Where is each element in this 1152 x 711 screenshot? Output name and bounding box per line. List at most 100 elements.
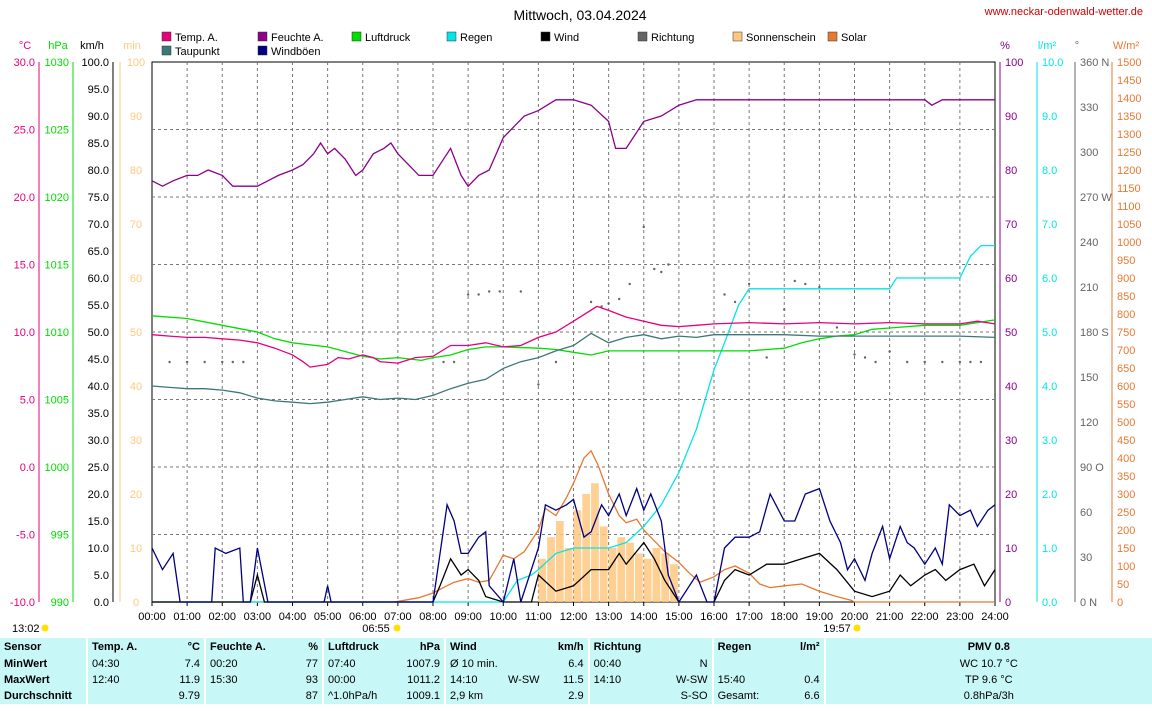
solar-tick-label: 1350 [1117, 111, 1141, 123]
cell: W-SW [653, 672, 713, 688]
moonrise-time: 13:02 [12, 623, 40, 635]
wind-tick-label: 80.0 [88, 165, 109, 177]
wind-tick-label: 95.0 [88, 84, 109, 96]
axes: 00:00 01:00 02:00 03:00 04:00 05:00 06:00 07:00… [10, 40, 1142, 623]
solar-tick-label: 750 [1117, 327, 1135, 339]
direction-point [442, 360, 445, 364]
cell: 15:40 [711, 672, 782, 688]
direction-point [653, 267, 656, 271]
cell: 04:30 [86, 656, 166, 672]
direction-point [452, 360, 456, 364]
humidity-axis-unit: % [1000, 40, 1010, 52]
sunrise-time: 06:55 [362, 623, 390, 635]
legend-label-rain: Regen [460, 32, 492, 44]
x-tick-label: 21:00 [876, 611, 904, 623]
x-tick-label: 16:00 [700, 611, 728, 623]
legend-label-dewpoint: Taupunkt [175, 46, 220, 58]
direction-tick-label: 270 W [1080, 192, 1112, 204]
solar-tick-label: 1150 [1117, 183, 1141, 195]
temp-tick-label: 25.0 [14, 125, 35, 137]
x-tick-label: 23:00 [946, 611, 974, 623]
sunshine-bar [564, 548, 573, 602]
pressure-tick-label: 1005 [45, 395, 69, 407]
direction-tick-label: 120 [1080, 417, 1098, 429]
cell: 11.9 [166, 672, 205, 688]
legend-swatch-direction [637, 31, 648, 42]
cell [504, 688, 544, 704]
col-wind: Wind [444, 638, 504, 656]
solar-tick-label: 700 [1117, 345, 1135, 357]
sunshine-bar [555, 521, 564, 602]
direction-point [185, 360, 189, 364]
direction-point [733, 300, 737, 304]
pressure-tick-label: 1020 [45, 192, 69, 204]
row-label: MaxWert [0, 672, 87, 688]
cell: Ø 10 min. [444, 656, 504, 672]
cell: ^1.0hPa/h [322, 688, 392, 704]
col-hum: Feuchte A. [204, 638, 284, 656]
solar-tick-label: 650 [1117, 363, 1135, 375]
temp-tick-label: -5.0 [16, 530, 35, 542]
cell: 1007.9 [392, 656, 445, 672]
humidity-tick-label: 80 [1005, 165, 1017, 177]
solar-tick-label: 200 [1117, 525, 1135, 537]
cell: 6.6 [781, 688, 825, 704]
sunshine-tick-label: 30 [130, 435, 142, 447]
cell: 11.5 [543, 672, 589, 688]
sunshine-tick-label: 10 [130, 543, 142, 555]
solar-tick-label: 250 [1117, 507, 1135, 519]
grid [151, 61, 996, 603]
solar-tick-label: 600 [1117, 381, 1135, 393]
direction-point [642, 225, 645, 229]
temp-tick-label: 5.0 [20, 395, 35, 407]
direction-point [203, 360, 206, 364]
stats-header-row: Sensor Temp. A. °C Feuchte A. % Luftdruc… [0, 638, 1152, 656]
pressure-tick-label: 1000 [45, 462, 69, 474]
direction-tick-label: 150 [1080, 372, 1098, 384]
rain-tick-label: 1.0 [1042, 543, 1057, 555]
solar-tick-label: 100 [1117, 561, 1135, 573]
rain-tick-label: 6.0 [1042, 273, 1057, 285]
pressure-axis-unit: hPa [48, 40, 68, 52]
rain-tick-label: 2.0 [1042, 489, 1057, 501]
rain-tick-label: 7.0 [1042, 219, 1057, 231]
legend: Temp. A. Taupunkt Feuchte A. Windböen Luftdr… [161, 31, 867, 58]
cell [204, 688, 284, 704]
sunshine-axis-unit: min [123, 40, 141, 52]
sunshine-bar [670, 564, 678, 602]
legend-label-wind: Wind [554, 32, 579, 44]
sunshine-tick-label: 90 [130, 111, 142, 123]
cell: 9.79 [166, 688, 205, 704]
stats-row-min: MinWert 04:30 7.4 00:20 77 07:40 1007.9 … [0, 656, 1152, 672]
direction-tick-label: 330 [1080, 102, 1098, 114]
wind-axis-unit: km/h [80, 40, 104, 52]
direction-point [231, 360, 234, 364]
solar-tick-label: 1400 [1117, 93, 1141, 105]
sunshine-bar [652, 548, 661, 602]
legend-label-sunshine: Sonnenschein [746, 32, 816, 44]
site-link[interactable]: www.neckar-odenwald-wetter.de [984, 6, 1143, 18]
sunshine-tick-label: 100 [127, 57, 145, 69]
cell: 0.8hPa/3h [823, 688, 1152, 704]
wind-tick-label: 50.0 [88, 327, 109, 339]
x-tick-label: 03:00 [244, 611, 272, 623]
wind-tick-label: 65.0 [88, 246, 109, 258]
direction-point [804, 282, 807, 286]
temp-tick-label: 30.0 [14, 57, 35, 69]
legend-swatch-dewpoint [161, 45, 172, 56]
solar-tick-label: 950 [1117, 255, 1135, 267]
sunshine-tick-label: 0 [133, 597, 139, 609]
col-temp-unit: °C [166, 638, 205, 656]
cell: 6.4 [543, 656, 589, 672]
humidity-tick-label: 100 [1005, 57, 1023, 69]
wind-tick-label: 25.0 [88, 462, 109, 474]
pressure-tick-label: 1025 [45, 125, 69, 137]
direction-point [888, 350, 891, 353]
cell: W-SW [504, 672, 544, 688]
direction-point [660, 270, 663, 274]
direction-point [923, 360, 926, 364]
col-wind-unit: km/h [543, 638, 589, 656]
col-dir: Richtung [587, 638, 654, 656]
direction-tick-label: 360 N [1080, 57, 1109, 69]
wind-tick-label: 0.0 [94, 597, 109, 609]
